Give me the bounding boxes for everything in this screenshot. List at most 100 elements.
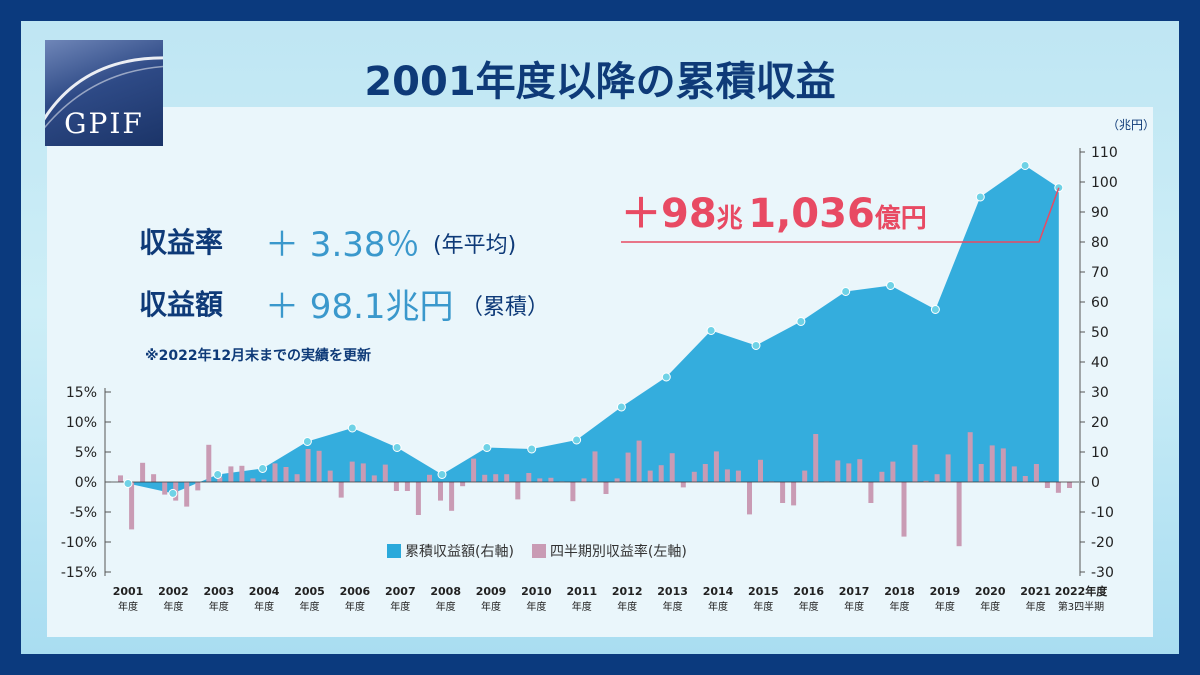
x-axis-year-label: 2021	[1020, 585, 1051, 598]
quarterly-return-bar	[261, 479, 267, 482]
quarterly-return-bar	[625, 452, 631, 482]
left-axis-tick-label: -15%	[61, 565, 97, 581]
quarterly-return-bar	[239, 465, 245, 482]
x-axis-suffix-label: 年度	[844, 600, 864, 613]
quarterly-return-bar	[691, 471, 697, 482]
left-axis-tick-label: 10%	[66, 415, 97, 431]
x-axis-year-label: 2012	[612, 585, 643, 598]
quarterly-return-bar	[250, 478, 256, 482]
quarterly-return-bar	[206, 444, 212, 482]
quarterly-return-bar	[813, 434, 819, 482]
cumulative-point	[347, 423, 357, 433]
amount-label: 収益額	[139, 288, 224, 321]
quarterly-return-bar	[151, 474, 157, 482]
quarterly-return-bar	[1000, 448, 1006, 482]
quarterly-return-bar	[912, 444, 918, 482]
x-axis-suffix-label: 年度	[526, 600, 546, 613]
right-axis-tick-label: -30	[1091, 565, 1114, 581]
right-axis-tick-label: 40	[1091, 355, 1109, 371]
cumulative-point	[213, 470, 223, 479]
quarterly-return-bar	[603, 482, 609, 494]
right-axis-tick-label: 90	[1091, 205, 1109, 221]
x-axis-suffix-label: 年度	[890, 600, 910, 613]
x-axis-suffix-label: 年度	[118, 600, 138, 613]
quarterly-return-bar	[393, 482, 399, 491]
infographic-frame: GPIF 2001年度以降の累積収益 110 100 90 80 70 60 50 40 30 2…	[21, 21, 1179, 654]
quarterly-return-bar	[647, 470, 653, 482]
left-axis-tick-label: -5%	[70, 505, 97, 521]
amount-note: （累積）	[461, 295, 550, 320]
quarterly-return-bar	[338, 482, 344, 498]
x-axis-suffix-label: 年度	[390, 600, 410, 613]
cumulative-point	[616, 402, 626, 412]
quarterly-return-bar	[460, 482, 466, 487]
x-axis-year-label: 2008	[430, 585, 461, 598]
quarterly-return-bar	[780, 482, 786, 503]
quarterly-return-bar	[217, 477, 223, 482]
quarterly-return-bar	[989, 445, 995, 482]
cumulative-point	[258, 464, 268, 473]
right-axis-tick-label: -10	[1091, 505, 1114, 521]
x-axis-year-label: 2017	[839, 585, 870, 598]
callout-prefix: ＋98	[621, 191, 717, 237]
quarterly-return-bar	[724, 469, 730, 482]
x-axis-year-label: 2005	[294, 585, 325, 598]
x-axis-year-label: 2006	[340, 585, 371, 598]
quarterly-return-bar	[504, 474, 510, 482]
quarterly-return-bar	[857, 459, 863, 482]
left-axis-tick-label: -10%	[61, 535, 97, 551]
quarterly-return-bar	[162, 482, 168, 495]
legend-swatch-bar	[531, 544, 546, 558]
quarterly-return-bar	[879, 471, 885, 482]
quarterly-return-bar	[184, 482, 190, 507]
quarterly-return-bar	[978, 464, 984, 482]
quarterly-return-bar	[415, 482, 421, 515]
quarterly-return-bar	[482, 474, 488, 482]
quarterly-return-bar	[471, 458, 477, 482]
quarterly-return-bar	[735, 470, 741, 482]
quarterly-return-bar	[327, 470, 333, 482]
x-axis-suffix-label: 年度	[1026, 600, 1046, 613]
x-axis-suffix-label: 年度	[663, 600, 683, 613]
x-axis-year-label: 2010	[521, 585, 552, 598]
quarterly-return-bar	[934, 474, 940, 482]
x-axis-year-label: 2018	[884, 585, 915, 598]
quarterly-return-bar	[890, 461, 896, 482]
x-axis-suffix-label: 年度	[799, 600, 819, 613]
cumulative-point	[930, 305, 940, 314]
x-axis-year-label: 2007	[385, 585, 416, 598]
cumulative-point	[886, 281, 896, 290]
quarterly-return-bar	[438, 482, 443, 501]
right-axis-tick-label: 70	[1091, 265, 1109, 281]
cumulative-point	[572, 435, 582, 445]
quarterly-return-bar	[581, 478, 587, 482]
quarterly-return-bar	[360, 463, 366, 482]
amount-value: ＋ 98.1兆円	[265, 287, 454, 327]
x-axis-year-label: 2002	[158, 585, 189, 598]
quarterly-return-bar	[526, 473, 532, 482]
x-axis-suffix-label: 年度	[436, 600, 456, 613]
x-axis-year-label: 2003	[203, 585, 234, 598]
quarterly-return-bar	[427, 474, 432, 482]
quarterly-return-bar	[349, 461, 355, 482]
right-axis-tick-label: -20	[1091, 535, 1114, 551]
right-axis-tick-label: 100	[1091, 175, 1118, 191]
cumulative-point	[302, 437, 312, 446]
cumulative-returns-chart: 1101009080706050403020100-10-20-30（兆円）15…	[61, 118, 1155, 613]
x-axis-suffix-label: 年度	[163, 600, 183, 613]
logo-text: GPIF	[64, 107, 144, 140]
right-axis-tick-label: 50	[1091, 325, 1109, 341]
quarterly-return-bar	[614, 478, 620, 482]
page-title: 2001年度以降の累積収益	[364, 59, 836, 105]
quarterly-return-bar	[537, 478, 543, 482]
x-axis-year-label: 2011	[566, 585, 597, 598]
left-axis-tick-label: 15%	[66, 385, 97, 401]
quarterly-return-bar	[702, 464, 708, 482]
quarterly-return-bar	[669, 453, 675, 482]
right-axis-tick-label: 10	[1091, 445, 1109, 461]
right-axis-unit: （兆円）	[1107, 118, 1155, 132]
total-callout: ＋98兆 1,036億円	[621, 181, 927, 239]
quarterly-return-bar	[118, 475, 123, 482]
x-axis-year-label: 2014	[703, 585, 734, 598]
cumulative-point	[437, 470, 447, 479]
